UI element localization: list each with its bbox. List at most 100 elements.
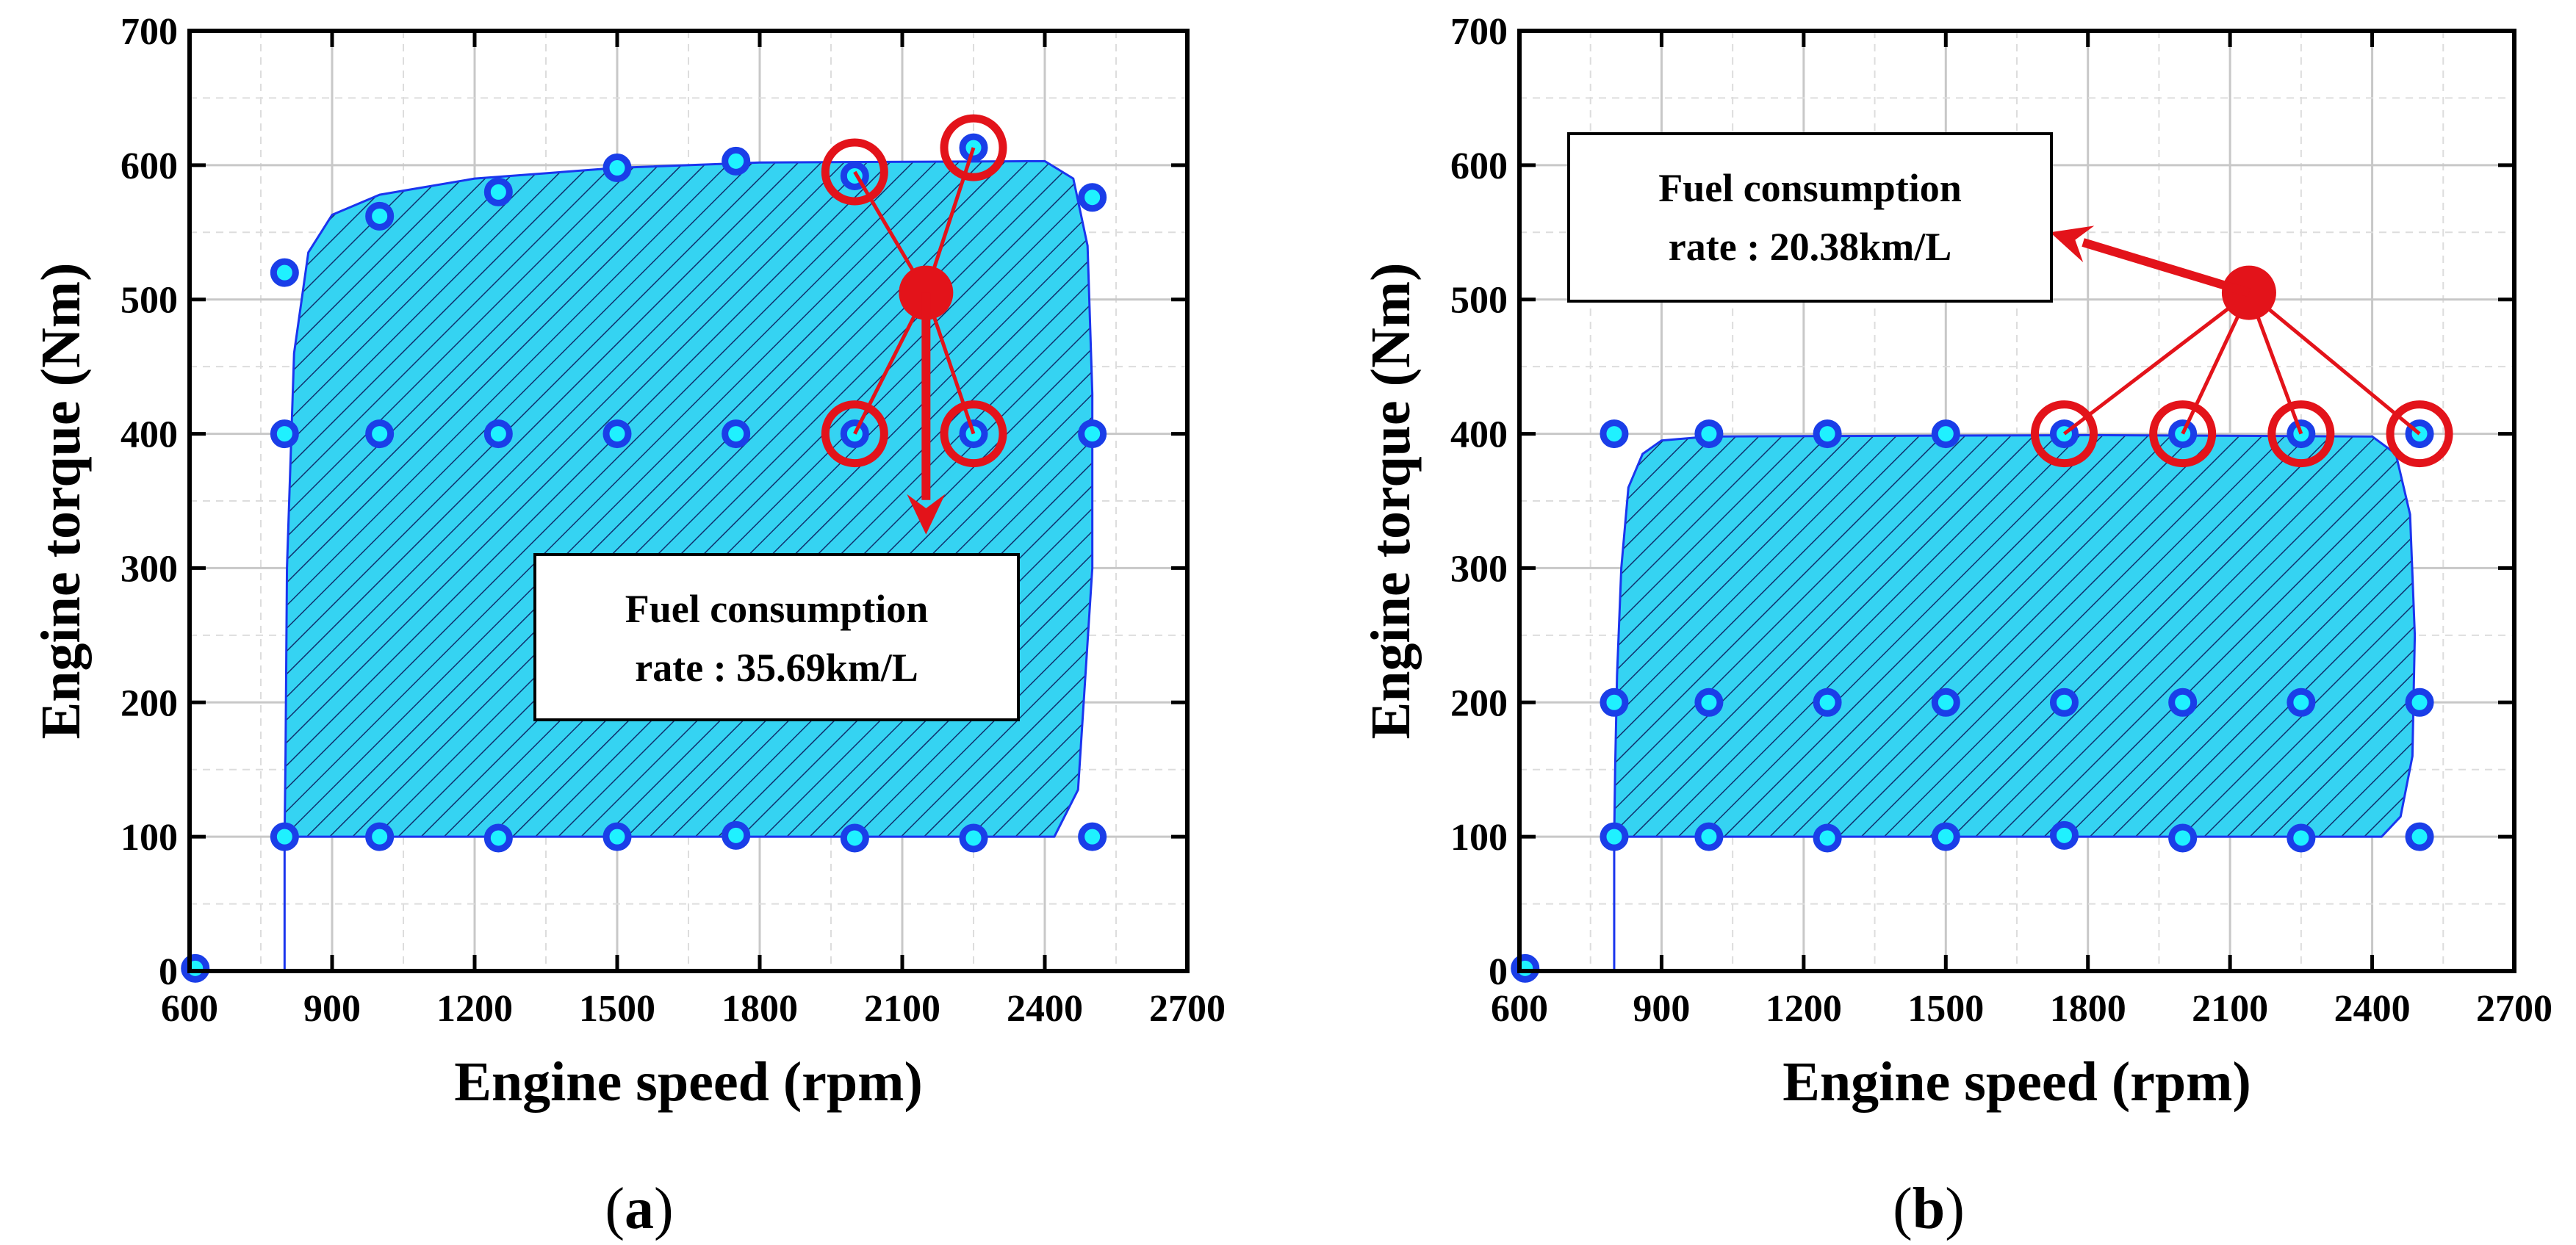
panel-letter-b: b (1913, 1177, 1946, 1241)
data-point (2049, 820, 2079, 850)
panel-b: 600 900 1200 1500 1800 2100 2400 2700 0 100 200 30… (1360, 11, 2552, 1241)
x-tick-label: 600 (161, 988, 218, 1030)
data-point (840, 823, 869, 853)
data-point (2168, 823, 2198, 853)
data-points (1511, 419, 2434, 983)
y-tick-label: 200 (120, 682, 178, 724)
highlight-ring (940, 400, 1007, 468)
data-point (722, 146, 751, 176)
data-point (1813, 419, 1842, 449)
data-point (1813, 688, 1842, 717)
operating-region (283, 159, 1094, 838)
data-point (483, 823, 513, 853)
y-tick-label: 0 (159, 951, 178, 993)
data-point (1813, 823, 1842, 853)
x-tick-label: 2100 (864, 988, 940, 1030)
data-point (365, 822, 395, 851)
x-tick-label: 1500 (1907, 988, 1984, 1030)
y-tick-label: 400 (1450, 414, 1508, 456)
data-point (1931, 822, 1960, 851)
x-tick-label: 900 (303, 988, 361, 1030)
data-point (1078, 183, 1107, 212)
arrow-head (2050, 225, 2095, 263)
fuel-note-rect (1567, 132, 2053, 303)
annotation-layer (821, 114, 1007, 535)
highlight-ring (2030, 400, 2098, 468)
x-tick-label: 2400 (2334, 988, 2411, 1030)
y-tick-label: 300 (120, 548, 178, 590)
data-point (2049, 688, 2079, 717)
y-axis-title: Engine torque (Nm) (30, 263, 92, 740)
panel-label-a: (a) (605, 1177, 673, 1241)
y-tick-label: 100 (120, 817, 178, 859)
data-point (602, 154, 632, 183)
highlight-ring (821, 138, 888, 206)
data-points (181, 133, 1107, 983)
data-point (1694, 419, 1724, 449)
data-point (2405, 822, 2434, 851)
fuel-note-line-2: rate : 20.38km/L (1669, 225, 1951, 269)
x-axis-ticks: 600 900 1200 1500 1800 2100 2400 2700 (161, 31, 1226, 1030)
y-tick-label: 0 (1489, 951, 1508, 993)
highlight-ring (2149, 400, 2217, 468)
data-point (1694, 822, 1724, 851)
highlight-ring (2386, 400, 2453, 468)
y-tick-label: 200 (1450, 682, 1508, 724)
data-point (722, 820, 751, 850)
y-tick-label: 500 (120, 280, 178, 322)
y-tick-label: 100 (1450, 817, 1508, 859)
x-tick-label: 1200 (436, 988, 513, 1030)
panel-letter-a: a (625, 1177, 654, 1241)
x-tick-label: 1200 (1766, 988, 1842, 1030)
highlight-ring (2267, 400, 2335, 468)
y-axis-ticks: 0 100 200 300 400 500 600 700 (120, 11, 1187, 993)
connector-line (2248, 291, 2421, 436)
data-point (483, 177, 513, 206)
data-point (1600, 419, 1629, 449)
data-point (2287, 688, 2316, 717)
x-tick-label: 2400 (1007, 988, 1083, 1030)
plot-frame (1517, 29, 2516, 973)
data-point (2287, 823, 2316, 853)
operating-region (1613, 433, 2417, 838)
x-tick-label: 2700 (1149, 988, 1226, 1030)
x-tick-label: 2100 (2192, 988, 2268, 1030)
data-point (270, 258, 299, 287)
data-point (2168, 688, 2198, 717)
data-point (483, 419, 513, 449)
operating-region-layer (1613, 433, 2417, 971)
data-point (365, 419, 395, 449)
x-axis-title: Engine speed (rpm) (454, 1051, 923, 1113)
y-tick-label: 600 (120, 145, 178, 187)
data-point (1600, 688, 1629, 717)
y-tick-label: 300 (1450, 548, 1508, 590)
data-point (2405, 688, 2434, 717)
fuel-note-line-1: Fuel consumption (625, 587, 929, 631)
y-axis-ticks: 0 100 200 300 400 500 600 700 (1450, 11, 2514, 993)
y-tick-label: 700 (1450, 11, 1508, 53)
arrow-head (907, 494, 946, 535)
fuel-note-line-2: rate : 35.69km/L (635, 646, 918, 690)
data-point (270, 822, 299, 851)
panel-label-b: (b) (1893, 1177, 1965, 1241)
x-tick-label: 600 (1491, 988, 1548, 1030)
data-point (1600, 822, 1629, 851)
panel-a: 600 900 1200 1500 1800 2100 2400 2700 0 100 200 30… (30, 11, 1226, 1241)
y-tick-label: 400 (120, 414, 178, 456)
annotation-layer (2030, 225, 2453, 468)
x-axis-title: Engine speed (rpm) (1782, 1051, 2251, 1113)
y-axis-title: Engine torque (Nm) (1360, 263, 1422, 740)
data-point (1078, 419, 1107, 449)
fuel-note-box: Fuel consumption rate : 20.38km/L (1567, 132, 2053, 303)
data-point (1931, 419, 1960, 449)
data-point (365, 201, 395, 231)
data-point (1694, 688, 1724, 717)
data-point (959, 823, 988, 853)
data-point (1078, 822, 1107, 851)
y-tick-label: 600 (1450, 145, 1508, 187)
x-tick-label: 1500 (579, 988, 655, 1030)
highlight-ring (940, 114, 1007, 181)
y-tick-label: 500 (1450, 280, 1508, 322)
highlight-ring (821, 400, 888, 468)
